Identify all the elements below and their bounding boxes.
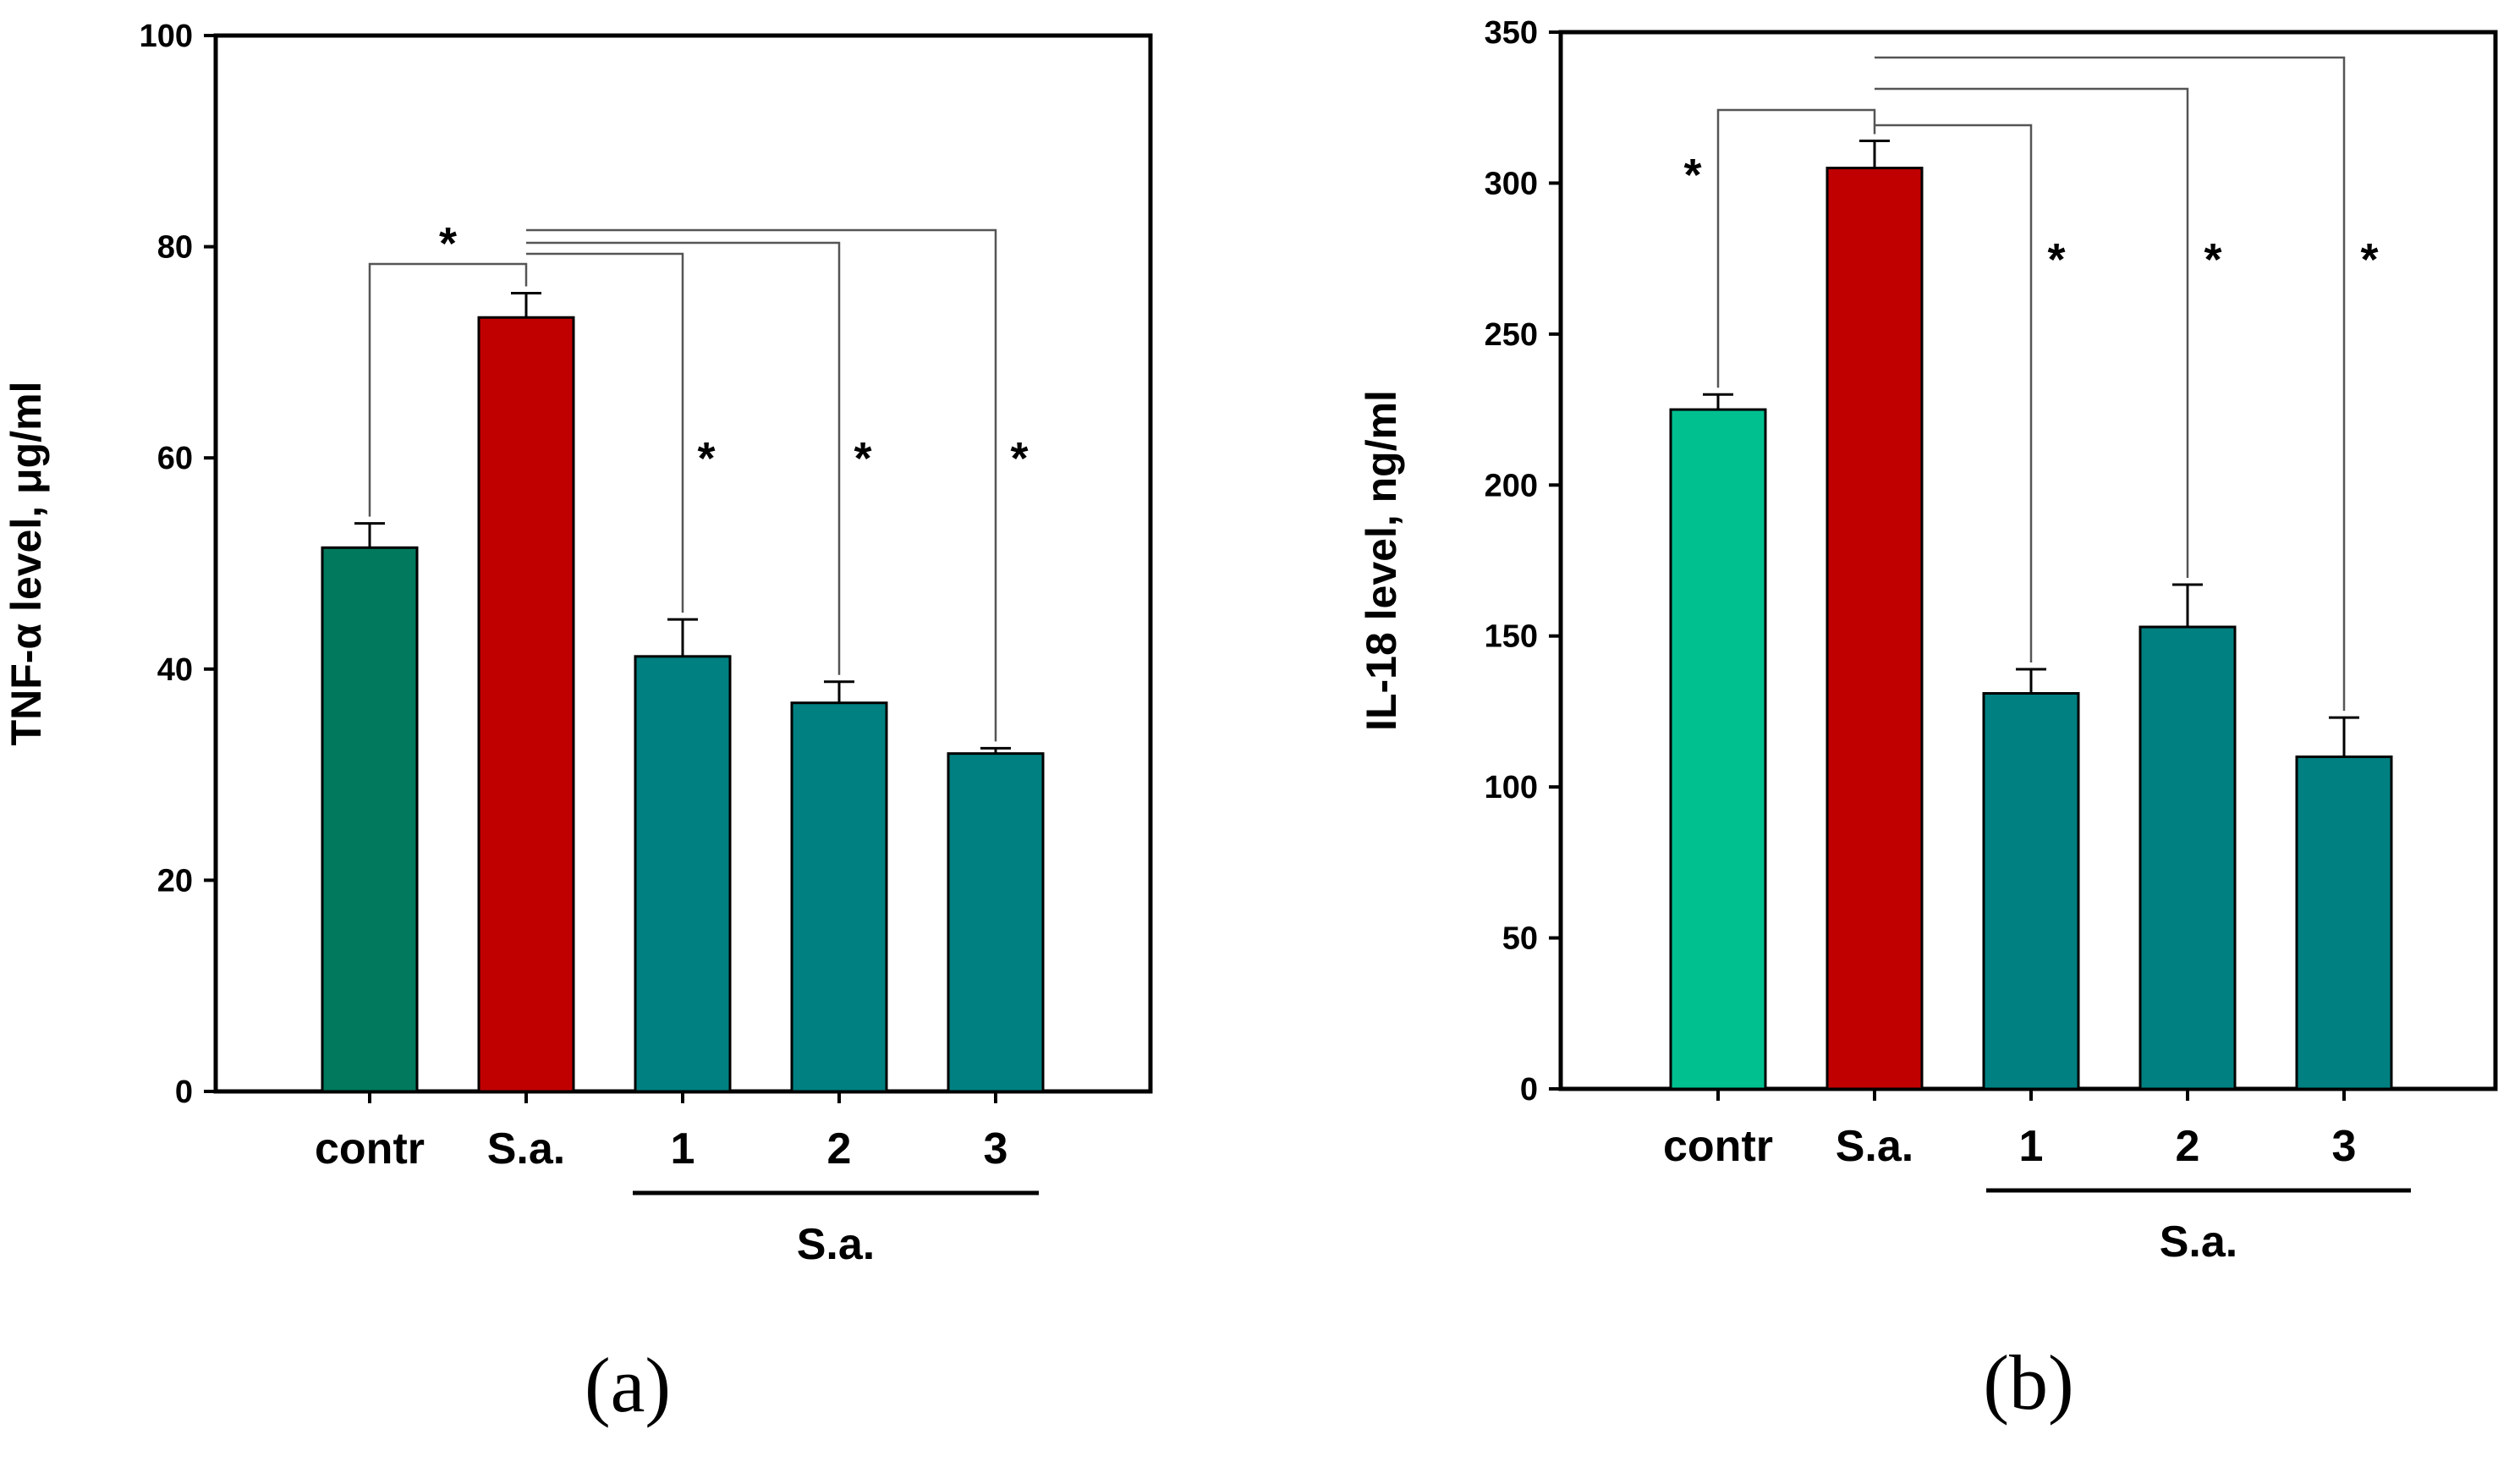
group-label: S.a. (797, 1220, 876, 1269)
significance-bracket (526, 252, 684, 613)
bar (634, 655, 732, 1093)
bar (947, 752, 1045, 1093)
y-tick-label: 100 (140, 19, 193, 54)
y-tick-label: 0 (1520, 1072, 1538, 1107)
bar (790, 701, 888, 1093)
significance-bracket (1875, 87, 2189, 579)
y-tick-label: 80 (157, 230, 193, 266)
x-tick-label: contr (315, 1124, 425, 1173)
bar (321, 546, 419, 1093)
y-tick-label: 350 (1485, 15, 1538, 51)
x-tick-label: 3 (984, 1124, 1008, 1173)
y-axis-label: TNF-α level, μg/ml (3, 382, 50, 746)
significance-star: * (439, 218, 457, 269)
significance-bracket (368, 262, 528, 517)
chart-panel-a: 0 20 40 60 80 100 TNF-α level, μg/ml contr S.a. 1… (3, 19, 1153, 1428)
y-tick-label: 200 (1485, 468, 1538, 503)
significance-star: * (1010, 433, 1028, 484)
x-tick-label: S.a. (1836, 1122, 1914, 1171)
bar (477, 316, 575, 1093)
x-tick-label: 1 (2019, 1122, 2044, 1171)
y-tick-label: 300 (1485, 166, 1538, 201)
y-tick-label: 50 (1502, 921, 1538, 957)
bar (1825, 167, 1924, 1091)
x-tick-label: 1 (671, 1124, 695, 1173)
significance-bracket (1875, 56, 2346, 712)
x-tick-label: 2 (827, 1124, 852, 1173)
y-axis-label: IL-18 level, ng/ml (1358, 390, 1405, 731)
y-tick-label: 60 (157, 441, 193, 476)
significance-star: * (697, 433, 715, 484)
y-tick-label: 40 (157, 652, 193, 688)
panel-label: (a) (585, 1342, 671, 1428)
significance-bracket (526, 241, 841, 675)
x-tick-label: 2 (2176, 1122, 2200, 1171)
significance-bracket (1716, 108, 1876, 388)
y-tick-label: 20 (157, 863, 193, 899)
x-tick-label: S.a. (487, 1124, 566, 1173)
significance-bracket (1875, 124, 2033, 662)
y-tick-label: 250 (1485, 317, 1538, 353)
y-tick-label: 0 (175, 1075, 193, 1110)
bar (2138, 625, 2237, 1091)
bar (2295, 755, 2393, 1091)
significance-star: * (2047, 234, 2065, 285)
y-tick-label: 150 (1485, 619, 1538, 655)
significance-star: * (854, 433, 871, 484)
significance-star: * (2360, 234, 2378, 285)
y-tick-label: 100 (1485, 770, 1538, 805)
group-label: S.a. (2160, 1217, 2238, 1267)
x-tick-label: 3 (2332, 1122, 2357, 1171)
panel-label: (b) (1983, 1339, 2073, 1426)
significance-star: * (1683, 150, 1701, 201)
bar (1669, 408, 1767, 1091)
significance-star: * (2204, 234, 2221, 285)
bar (1982, 692, 2080, 1091)
chart-panel-b: 0 50 100 150 200 250 300 350 IL-18 level, ng/ml c… (1358, 15, 2498, 1426)
x-tick-label: contr (1663, 1122, 1773, 1171)
significance-bracket (526, 228, 997, 742)
